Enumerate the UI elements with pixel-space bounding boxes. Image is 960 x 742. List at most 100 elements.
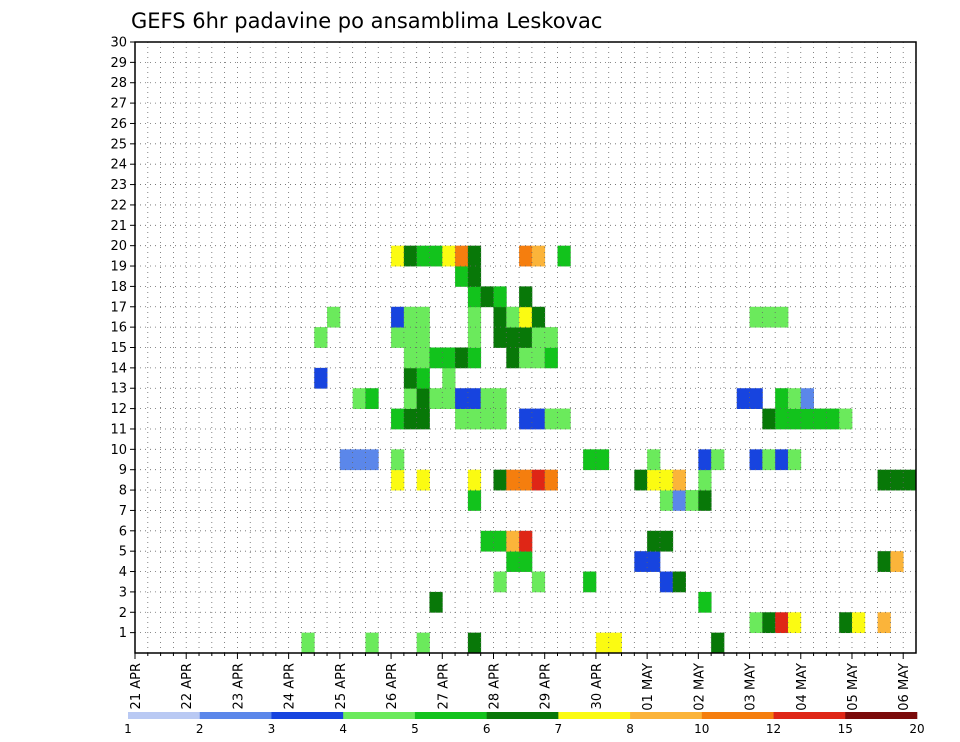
heatmap-cell [467,347,482,369]
heatmap-cell [403,245,418,267]
heatmap-cell [698,449,712,471]
heatmap-cell [480,388,494,409]
heatmap-cell [314,327,328,348]
heatmap-cell [531,306,546,328]
chart-title: GEFS 6hr padavine po ansamblima Leskovac [131,9,602,33]
heatmap-cell [365,388,379,409]
heatmap-cell [429,347,443,369]
x-tick-label: 21 APR [129,663,144,709]
heatmap-cell [531,469,546,491]
heatmap-cell [519,530,533,552]
heatmap-cell [672,469,686,491]
heatmap-cell [698,490,712,511]
heatmap-cell [506,551,520,572]
heatmap-cells [301,245,917,654]
heatmap-cell [839,612,853,634]
x-tick-label: 22 APR [180,663,195,709]
heatmap-cell [455,347,469,369]
heatmap-cell [467,469,482,491]
heatmap-cell [800,408,814,430]
heatmap-cell [851,612,866,634]
heatmap-cell [531,347,546,369]
y-tick-label: 20 [110,239,127,254]
x-tick-label: 02 MAY [692,663,707,711]
heatmap-cell [442,388,456,409]
x-tick-label: 24 APR [283,663,298,709]
heatmap-cell [775,388,789,409]
heatmap-cell [595,449,610,471]
heatmap-cell [467,490,482,511]
x-tick-label: 06 MAY [897,663,912,711]
heatmap-cell [493,530,507,552]
x-tick-label: 03 MAY [744,663,759,711]
heatmap-cell [365,632,379,654]
heatmap-cell [890,551,904,572]
heatmap-cell [608,632,622,654]
heatmap-cell [595,632,610,654]
legend-swatch [271,712,344,719]
legend-swatch [773,712,846,719]
heatmap-cell [467,388,482,409]
heatmap-cell [506,327,520,348]
heatmap-cell [634,469,648,491]
heatmap-cell [787,449,802,471]
heatmap-cell [403,408,418,430]
legend-label: 10 [694,722,709,736]
heatmap-cell [672,571,686,593]
heatmap-cell [301,632,315,654]
heatmap-cell [749,306,763,328]
y-tick-label: 7 [119,504,127,519]
legend-label: 1 [124,722,132,736]
x-tick-label: 30 APR [590,663,605,709]
y-axis: 1234567891011121314151617181920212223242… [110,36,135,641]
heatmap-cell [647,469,661,491]
heatmap-cell [659,490,674,511]
heatmap-cell [391,449,405,471]
heatmap-cell [698,469,712,491]
y-tick-label: 18 [110,280,127,295]
heatmap-cell [826,408,840,430]
heatmap-cell [480,286,494,308]
legend-label: 2 [196,722,204,736]
legend-swatch [128,712,201,719]
heatmap-cell [711,449,725,471]
heatmap-cell [403,367,418,389]
y-tick-label: 26 [110,117,127,132]
heatmap-cell [416,408,430,430]
y-tick-label: 6 [119,524,127,539]
legend-swatch [414,712,487,719]
heatmap-cell [416,245,430,267]
heatmap-cell [391,306,405,328]
x-tick-label: 05 MAY [846,663,861,711]
heatmap-cell [493,388,507,409]
heatmap-cell [698,591,712,613]
heatmap-cell [493,306,507,328]
y-tick-label: 13 [110,382,127,397]
y-tick-label: 3 [119,585,127,600]
heatmap-cell [749,612,763,634]
legend-label: 5 [411,722,419,736]
x-tick-label: 26 APR [385,663,400,709]
heatmap-cell [493,408,507,430]
y-tick-label: 2 [119,606,127,621]
heatmap-cell [659,469,674,491]
heatmap-cell [877,469,891,491]
legend-label: 3 [268,722,276,736]
legend-label: 6 [483,722,491,736]
heatmap-cell [327,306,341,328]
heatmap-cell [339,449,354,471]
heatmap-cell [455,408,469,430]
heatmap-cell [467,286,482,308]
legend-swatch [630,712,703,719]
y-tick-label: 10 [110,443,127,458]
heatmap-cell [787,612,802,634]
heatmap-cell [531,245,546,267]
heatmap-cell [519,327,533,348]
heatmap-cell [762,449,776,471]
heatmap-cell [467,327,482,348]
heatmap-cell [455,388,469,409]
x-tick-label: 29 APR [539,663,554,709]
x-tick-label: 27 APR [436,663,451,709]
legend-label: 7 [555,722,563,736]
legend-swatch [845,712,918,719]
